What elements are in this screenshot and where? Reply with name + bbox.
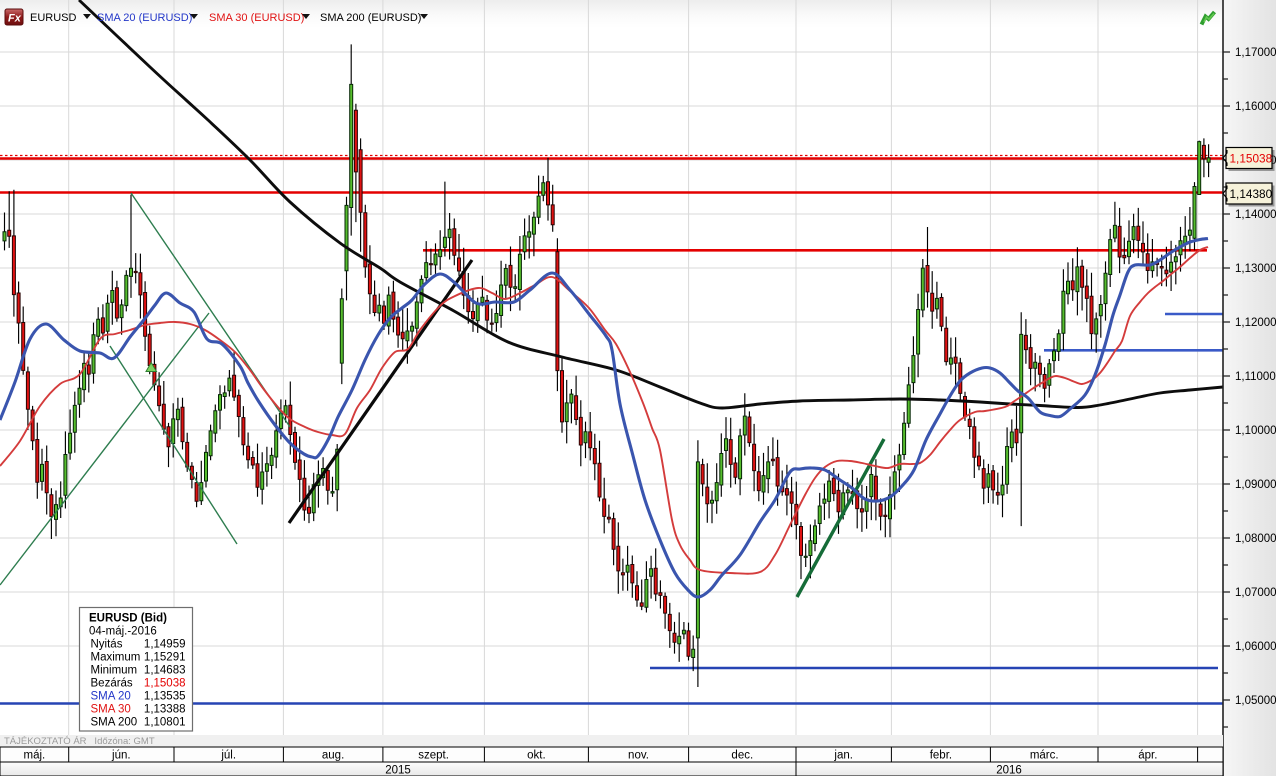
svg-text:1,13535: 1,13535 (144, 691, 186, 703)
svg-text:márc.: márc. (1030, 750, 1059, 762)
svg-text:máj.: máj. (24, 750, 46, 762)
svg-text:SMA 200 (EURUSD): SMA 200 (EURUSD) (320, 12, 421, 24)
svg-text:2016: 2016 (996, 765, 1022, 776)
svg-text:SMA 30 (EURUSD): SMA 30 (EURUSD) (209, 12, 304, 24)
svg-text:aug.: aug. (322, 750, 344, 762)
svg-text:1,14000: 1,14000 (1235, 209, 1276, 221)
svg-text:2015: 2015 (385, 765, 411, 776)
svg-text:SMA 30: SMA 30 (91, 704, 131, 716)
svg-text:TÁJÉKOZTATÓ ÁR Időzóna: GMT: TÁJÉKOZTATÓ ÁR Időzóna: GMT (4, 736, 155, 747)
svg-text:1,15038: 1,15038 (144, 678, 186, 690)
svg-text:júl.: júl. (220, 750, 236, 762)
svg-text:Minimum: Minimum (91, 665, 138, 677)
svg-text:1,15038: 1,15038 (1230, 151, 1273, 165)
svg-text:jan.: jan. (833, 750, 853, 762)
svg-text:1,10801: 1,10801 (144, 717, 186, 729)
svg-text:1,14683: 1,14683 (144, 665, 186, 677)
svg-text:EURUSD (Bid): EURUSD (Bid) (89, 613, 167, 625)
svg-text:SMA 20: SMA 20 (91, 691, 131, 703)
svg-text:EURUSD: EURUSD (30, 12, 77, 24)
svg-text:1,14380: 1,14380 (1230, 187, 1273, 201)
svg-text:1,08000: 1,08000 (1235, 533, 1276, 545)
svg-text:1,17000: 1,17000 (1235, 47, 1276, 59)
svg-text:1,16000: 1,16000 (1235, 101, 1276, 113)
svg-text:SMA 20 (EURUSD): SMA 20 (EURUSD) (97, 12, 192, 24)
svg-text:1,13388: 1,13388 (144, 704, 186, 716)
svg-text:1,15291: 1,15291 (144, 652, 186, 664)
svg-text:Bezárás: Bezárás (91, 678, 133, 690)
svg-text:1,12000: 1,12000 (1235, 317, 1276, 329)
svg-text:dec.: dec. (731, 750, 753, 762)
svg-text:1,06000: 1,06000 (1235, 641, 1276, 653)
svg-text:1,14959: 1,14959 (144, 639, 186, 651)
svg-text:04-máj.-2016: 04-máj.-2016 (89, 626, 157, 638)
svg-text:SMA 200: SMA 200 (91, 717, 138, 729)
svg-text:1,10000: 1,10000 (1235, 425, 1276, 437)
svg-text:szept.: szept. (418, 750, 449, 762)
svg-text:ápr.: ápr. (1138, 750, 1157, 762)
svg-text:Maximum: Maximum (91, 652, 141, 664)
svg-text:Nyitás: Nyitás (91, 639, 123, 651)
svg-text:nov.: nov. (628, 750, 649, 762)
svg-text:1,13000: 1,13000 (1235, 263, 1276, 275)
svg-text:1,05000: 1,05000 (1235, 695, 1276, 707)
svg-text:okt.: okt. (527, 750, 546, 762)
svg-text:jún.: jún. (111, 750, 131, 762)
svg-text:febr.: febr. (930, 750, 952, 762)
svg-text:1,09000: 1,09000 (1235, 479, 1276, 491)
svg-text:1,11000: 1,11000 (1235, 371, 1276, 383)
svg-text:1,07000: 1,07000 (1235, 587, 1276, 599)
svg-text:Fx: Fx (8, 13, 22, 25)
